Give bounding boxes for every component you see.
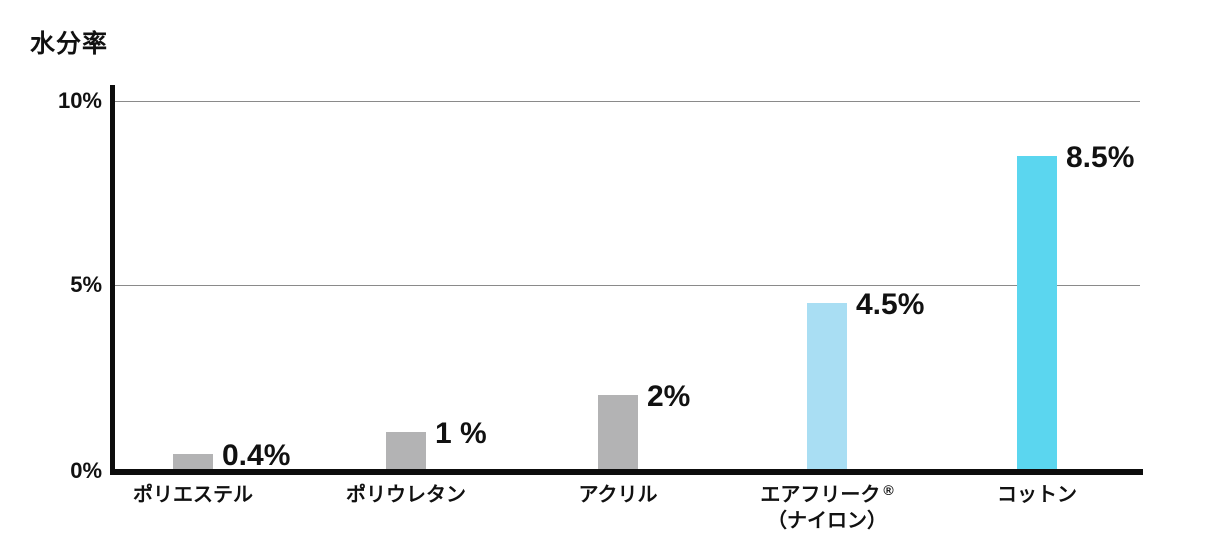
bar xyxy=(598,395,638,469)
chart-title: 水分率 xyxy=(30,30,109,58)
registered-trademark-mark: ® xyxy=(883,482,894,498)
category-line2: （ナイロン） xyxy=(767,510,887,532)
category-line1: エアフリーク ® xyxy=(760,482,894,506)
bar-value-label: 4.5% xyxy=(856,288,925,321)
bar xyxy=(173,454,213,469)
bar-category-label: アクリル xyxy=(508,483,728,508)
bar-category-label: エアフリーク ® （ナイロン） xyxy=(717,482,937,534)
bar-category-label: ポリエステル xyxy=(83,483,303,508)
y-tick-label: 5% xyxy=(70,272,102,297)
y-axis-line xyxy=(110,85,115,475)
category-line1: アクリル xyxy=(578,484,658,506)
gridline xyxy=(112,101,1140,102)
category-line1: コットン xyxy=(997,484,1077,506)
bar-category-label: ポリウレタン xyxy=(296,483,516,508)
x-axis-line xyxy=(110,469,1143,475)
gridline xyxy=(112,285,1140,286)
bar-value-label: 8.5% xyxy=(1066,141,1135,174)
category-line1: ポリエステル xyxy=(133,484,253,506)
bar-value-label: 1 % xyxy=(435,417,487,450)
bar-category-label: コットン xyxy=(927,483,1147,508)
bar-value-label: 2% xyxy=(647,380,691,413)
y-tick-label: 10% xyxy=(57,88,102,113)
y-tick-label: 0% xyxy=(70,458,102,483)
category-line1: ポリウレタン xyxy=(346,484,466,506)
bar xyxy=(386,432,426,469)
bar xyxy=(807,303,847,469)
bar xyxy=(1017,156,1057,469)
bar-value-label: 0.4% xyxy=(222,439,291,472)
